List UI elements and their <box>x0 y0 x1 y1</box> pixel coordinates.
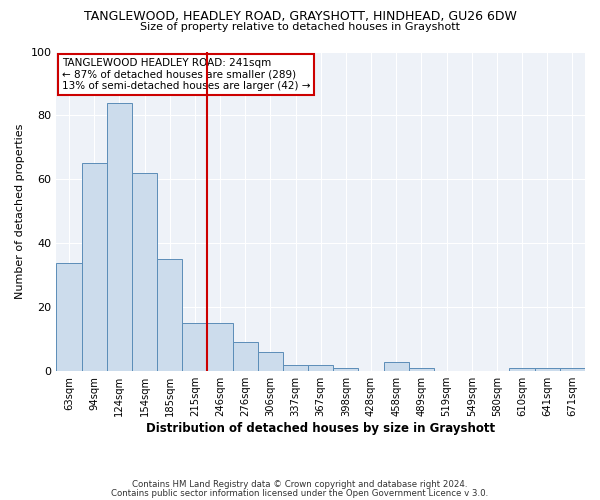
Y-axis label: Number of detached properties: Number of detached properties <box>15 124 25 299</box>
Bar <box>283 365 308 371</box>
Bar <box>82 164 107 371</box>
Text: TANGLEWOOD, HEADLEY ROAD, GRAYSHOTT, HINDHEAD, GU26 6DW: TANGLEWOOD, HEADLEY ROAD, GRAYSHOTT, HIN… <box>83 10 517 23</box>
Bar <box>560 368 585 371</box>
Bar <box>308 365 333 371</box>
Bar <box>333 368 358 371</box>
Bar <box>182 324 208 371</box>
Bar <box>383 362 409 371</box>
X-axis label: Distribution of detached houses by size in Grayshott: Distribution of detached houses by size … <box>146 422 495 435</box>
Bar <box>56 262 82 371</box>
Text: TANGLEWOOD HEADLEY ROAD: 241sqm
← 87% of detached houses are smaller (289)
13% o: TANGLEWOOD HEADLEY ROAD: 241sqm ← 87% of… <box>62 58 310 91</box>
Bar <box>157 260 182 371</box>
Bar <box>208 324 233 371</box>
Text: Contains public sector information licensed under the Open Government Licence v : Contains public sector information licen… <box>112 488 488 498</box>
Bar <box>535 368 560 371</box>
Bar <box>132 173 157 371</box>
Text: Size of property relative to detached houses in Grayshott: Size of property relative to detached ho… <box>140 22 460 32</box>
Bar <box>233 342 258 371</box>
Bar <box>509 368 535 371</box>
Bar <box>107 102 132 371</box>
Text: Contains HM Land Registry data © Crown copyright and database right 2024.: Contains HM Land Registry data © Crown c… <box>132 480 468 489</box>
Bar <box>409 368 434 371</box>
Bar <box>258 352 283 371</box>
